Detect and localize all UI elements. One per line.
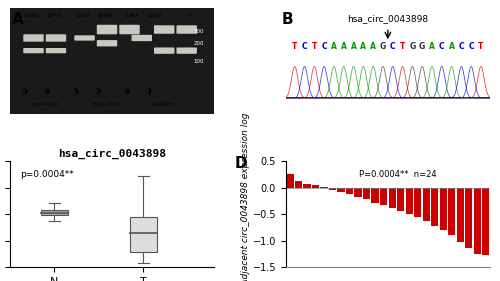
Text: ◑: ◑ (21, 88, 28, 94)
Text: gDNA: gDNA (47, 13, 62, 18)
Text: C: C (439, 42, 444, 51)
Bar (372, 188, 378, 203)
Text: ECA-109: ECA-109 (93, 101, 119, 106)
Text: p=0.0004**: p=0.0004** (20, 170, 74, 179)
Text: A: A (448, 42, 454, 51)
Text: GAPDH: GAPDH (152, 101, 174, 106)
Text: ◑: ◑ (146, 88, 152, 94)
Text: B: B (282, 12, 294, 27)
Bar (354, 188, 362, 197)
Text: A: A (331, 42, 337, 51)
Bar (346, 188, 353, 194)
Text: C: C (458, 42, 464, 51)
Text: A: A (429, 42, 435, 51)
Bar (329, 188, 336, 190)
Bar (338, 188, 344, 192)
Bar (465, 188, 472, 248)
Text: Kyse-520: Kyse-520 (30, 101, 59, 106)
Text: G: G (380, 42, 386, 51)
Text: A: A (350, 42, 356, 51)
Text: C: C (390, 42, 396, 51)
FancyBboxPatch shape (24, 48, 44, 53)
Bar (304, 183, 310, 188)
Bar (380, 188, 387, 205)
Text: P=0.0004**  n=24: P=0.0004** n=24 (360, 170, 437, 179)
Bar (41, 210, 68, 215)
Text: A: A (12, 12, 24, 27)
FancyBboxPatch shape (24, 34, 44, 42)
Bar (431, 188, 438, 226)
FancyBboxPatch shape (132, 35, 152, 41)
FancyBboxPatch shape (74, 35, 95, 41)
Text: A: A (341, 42, 346, 51)
FancyBboxPatch shape (46, 34, 66, 42)
Text: gDNA: gDNA (98, 13, 114, 18)
Bar (320, 187, 328, 188)
Bar (363, 188, 370, 200)
Text: gDNA: gDNA (147, 13, 163, 18)
Text: T: T (478, 42, 484, 51)
Bar (397, 188, 404, 211)
FancyBboxPatch shape (97, 25, 117, 34)
Text: 100: 100 (194, 59, 204, 64)
Text: G: G (410, 42, 416, 51)
Bar (312, 185, 319, 188)
FancyBboxPatch shape (46, 48, 66, 53)
Text: D: D (234, 156, 248, 171)
Bar (406, 188, 413, 214)
FancyBboxPatch shape (154, 47, 174, 54)
Bar (448, 188, 456, 235)
Text: cDNA: cDNA (25, 13, 40, 18)
Text: 200: 200 (194, 41, 204, 46)
Bar (440, 188, 447, 230)
Bar (414, 188, 422, 217)
Title: hsa_circ_0043898: hsa_circ_0043898 (58, 149, 166, 160)
Text: T: T (292, 42, 298, 51)
Text: M: M (188, 13, 192, 18)
Y-axis label: Tumor/Adjacent circ_0043898 expression log: Tumor/Adjacent circ_0043898 expression l… (240, 112, 250, 281)
Bar (474, 188, 481, 254)
Text: A: A (370, 42, 376, 51)
FancyBboxPatch shape (154, 25, 174, 34)
Bar (286, 174, 294, 188)
Bar (295, 182, 302, 188)
Bar (482, 188, 490, 255)
Text: ◑: ◑ (72, 88, 78, 94)
Bar (456, 188, 464, 242)
Text: C: C (302, 42, 308, 51)
FancyBboxPatch shape (97, 40, 117, 46)
Text: A: A (360, 42, 366, 51)
Text: cDNA: cDNA (125, 13, 140, 18)
Bar (130, 217, 156, 252)
Text: C: C (322, 42, 327, 51)
Bar (388, 188, 396, 208)
Text: T: T (400, 42, 406, 51)
FancyBboxPatch shape (176, 25, 197, 34)
Text: G: G (419, 42, 426, 51)
Text: ◑: ◑ (124, 88, 130, 94)
Text: ◑: ◑ (95, 88, 101, 94)
FancyBboxPatch shape (120, 25, 140, 34)
Text: cDNA: cDNA (76, 13, 91, 18)
Text: ◑: ◑ (44, 88, 50, 94)
Text: hsa_circ_0043898: hsa_circ_0043898 (348, 14, 428, 23)
FancyBboxPatch shape (176, 47, 197, 54)
Text: C: C (468, 42, 474, 51)
Bar (422, 188, 430, 221)
Text: 300: 300 (194, 29, 204, 34)
Text: T: T (312, 42, 317, 51)
